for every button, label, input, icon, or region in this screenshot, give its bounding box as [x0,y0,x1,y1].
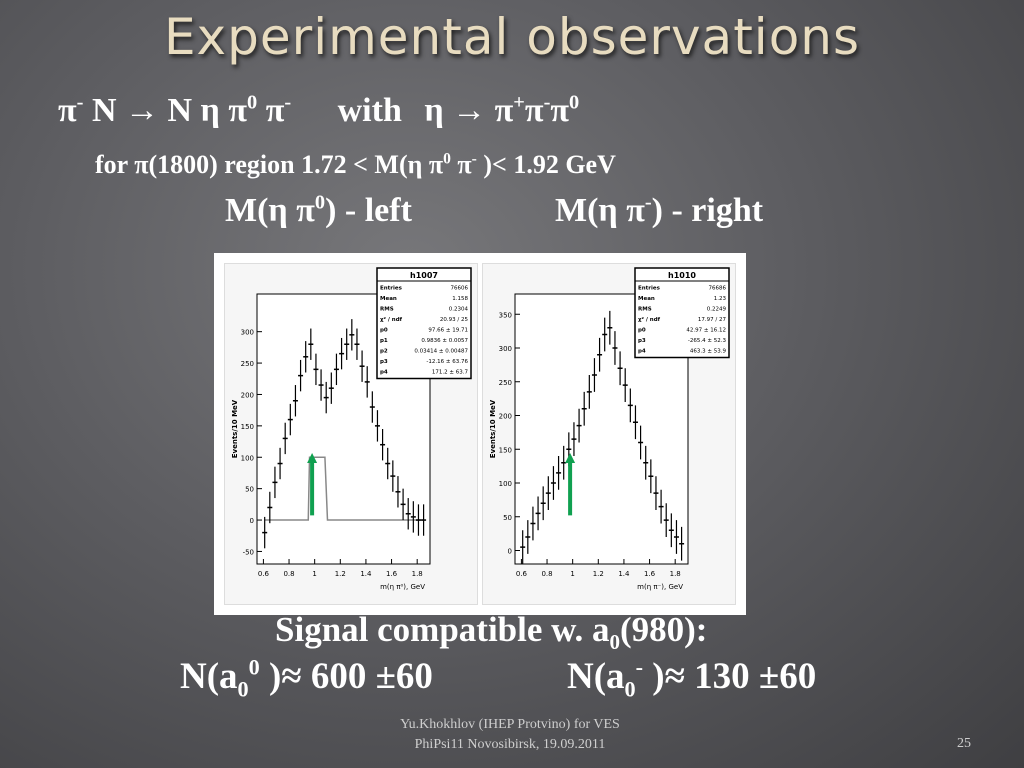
y-axis-label: Events/10 MeV [231,399,239,458]
charged-yield: N(a0- )≈ 130 ±60 [567,654,817,702]
x-axis-label: m(η π⁰), GeV [380,583,425,591]
x-tick-label: 1.2 [593,570,604,578]
x-tick-label: 0.8 [541,570,552,578]
stats-box [634,267,730,359]
stats-key: p2 [380,349,388,355]
stats-box-title: h1010 [668,271,696,280]
y-tick-label: 100 [499,480,512,488]
signal-arrow-head [307,453,318,463]
stats-key: RMS [380,307,394,313]
stats-value: -12.16 ± 63.76 [426,359,468,365]
left-mass-label: M(η π0) - left [225,191,412,229]
stats-key: p0 [380,328,388,334]
stats-key: p4 [638,349,646,355]
page-number: 25 [957,736,971,751]
stats-key: χ² / ndf [380,316,403,323]
mass-region-line: for π(1800) region 1.72 < M(η π0 π- )< 1… [95,150,616,179]
stats-key: p3 [638,338,646,344]
left-histogram-svg: 300 250 200 150 100 50 0 -50 0.6 0.8 1 1.2 1.4 1.6 1.8… [231,267,472,591]
y-tick-label: 150 [499,446,512,454]
neutral-yield: N(a00 )≈ 600 ±60 [180,654,433,702]
right-mass-label: M(η π-) - right [555,191,764,229]
x-tick-label: 1.6 [644,570,656,578]
stats-key: RMS [638,307,652,313]
stats-key: Mean [380,296,397,302]
stats-value: 17.97 / 27 [698,317,727,323]
right-histogram-panel: 350 300 250 200 150 100 50 0 0.6 0.8 1 1.2 1.4 1.6 1.8… [482,263,736,605]
stats-key: p4 [380,370,388,376]
stats-value: 1.23 [714,296,727,302]
y-tick-label: 300 [241,329,254,337]
x-tick-label: 1.2 [335,570,346,578]
x-tick-label: 1.8 [670,570,681,578]
footer-author: Yu.Khokhlov (IHEP Protvino) for VES [400,717,620,732]
y-tick-label: 50 [245,486,254,494]
stats-value: 20.93 / 25 [440,317,469,323]
stats-value: 1.158 [452,296,468,302]
x-tick-label: 0.6 [516,570,528,578]
x-tick-label: 1 [570,570,574,578]
y-tick-label: 0 [508,548,512,556]
x-tick-label: 1.4 [618,570,630,578]
stats-key: p3 [380,359,388,365]
stats-value: 42.97 ± 16.12 [686,328,726,334]
histogram-figure: 300 250 200 150 100 50 0 -50 0.6 0.8 1 1.2 1.4 1.6 1.8… [214,253,746,615]
stats-box-title: h1007 [410,271,438,280]
right-histogram-svg: 350 300 250 200 150 100 50 0 0.6 0.8 1 1.2 1.4 1.6 1.8… [489,267,730,591]
y-tick-label: 0 [250,517,254,525]
footer: Yu.Khokhlov (IHEP Protvino) for VES PhiP… [340,715,680,755]
footer-conference: PhiPsi11 Novosibirsk, 19.09.2011 [414,737,606,752]
y-tick-label: 150 [241,423,254,431]
y-tick-label: 200 [499,413,512,421]
mass-labels-line: M(η π0) - left M(η π-) - right [225,191,763,230]
x-tick-label: 0.8 [283,570,294,578]
y-tick-label: 250 [241,360,254,368]
yield-line: N(a00 )≈ 600 ±60 N(a0- )≈ 130 ±60 [180,654,816,702]
stats-value: 0.2249 [707,307,727,313]
stats-value: 463.3 ± 53.9 [690,349,727,355]
stats-value: 97.66 ± 19.71 [428,328,468,334]
x-tick-label: 0.6 [258,570,270,578]
stats-key: p0 [638,328,646,334]
stats-box [376,267,472,380]
x-tick-label: 1 [312,570,316,578]
stats-value: 76606 [451,286,469,292]
y-tick-label: 350 [499,311,512,319]
y-tick-label: 250 [499,379,512,387]
y-tick-label: 300 [499,345,512,353]
y-axis-label: Events/10 MeV [489,399,497,458]
stats-key: Entries [638,286,661,292]
x-axis-label: m(η π⁻), GeV [637,583,683,591]
fit-curve [264,456,424,521]
stats-value: 0.2304 [449,307,469,313]
reaction-line: π- N → N η π0 π- with η → π+π-π0 [58,91,580,129]
left-histogram-panel: 300 250 200 150 100 50 0 -50 0.6 0.8 1 1.2 1.4 1.6 1.8… [224,263,478,605]
y-tick-label: 50 [503,514,512,522]
stats-value: 171.2 ± 63.7 [432,370,469,376]
stats-value: 76686 [709,286,727,292]
x-tick-label: 1.4 [360,570,372,578]
slide-title: Experimental observations [163,8,861,66]
signal-arrow-head [565,453,576,463]
stats-key: Mean [638,296,655,302]
stats-key: p1 [380,338,388,344]
x-tick-label: 1.6 [386,570,398,578]
stats-value: -265.4 ± 52.3 [688,338,727,344]
y-tick-label: 100 [241,454,254,462]
stats-key: χ² / ndf [638,316,661,323]
y-tick-label: 200 [241,391,254,399]
x-tick-label: 1.8 [412,570,423,578]
signal-statement: Signal compatible w. a0(980): [275,610,708,654]
y-tick-label: -50 [243,548,254,556]
stats-value: 0.9836 ± 0.0057 [421,338,468,344]
stats-value: 0.03414 ± 0.00487 [414,349,468,355]
stats-key: Entries [380,286,403,292]
